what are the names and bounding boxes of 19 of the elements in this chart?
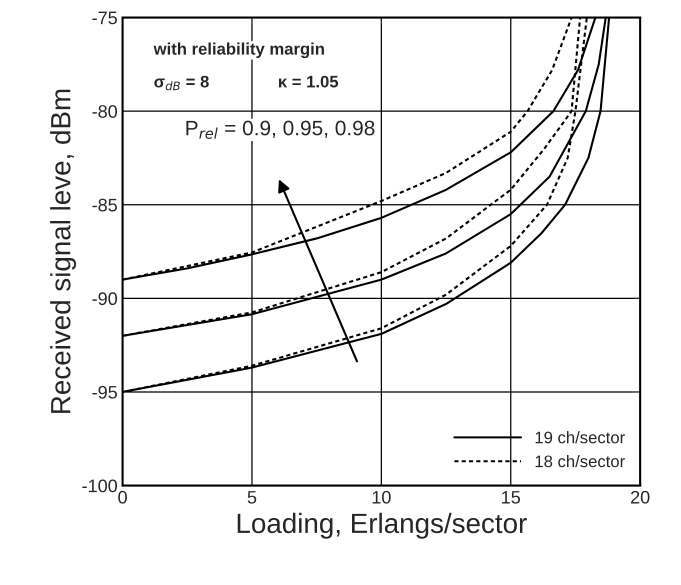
x-axis-title: Loading, Erlangs/sector <box>238 512 527 539</box>
y-tick-label: -75 <box>92 12 117 24</box>
annotation: with reliability margin <box>154 42 324 58</box>
y-tick-label: -85 <box>92 198 117 212</box>
annotation: κ = 1.05 <box>279 76 338 88</box>
x-tick-label: 20 <box>631 490 650 504</box>
x-tick-label: 10 <box>372 490 391 504</box>
y-tick-label: -90 <box>92 292 118 306</box>
y-axis-title: Received signal leve, dBm <box>50 90 76 413</box>
y-tick-label: -95 <box>92 386 117 399</box>
annotation: P$_{rel}$ = 0.9, 0.95, 0.98 <box>186 120 374 139</box>
x-tick-label: 15 <box>502 491 520 504</box>
x-tick-label: 5 <box>248 491 256 504</box>
y-tick-label: -100 <box>82 479 118 492</box>
annotation: σ$_{dB}$ = 8 <box>154 76 209 90</box>
legend-label: 18 ch/sector <box>536 455 625 468</box>
legend-label: 19 ch/sector <box>536 431 625 444</box>
y-tick-label: -80 <box>92 105 118 118</box>
x-tick-label: 0 <box>118 490 127 504</box>
